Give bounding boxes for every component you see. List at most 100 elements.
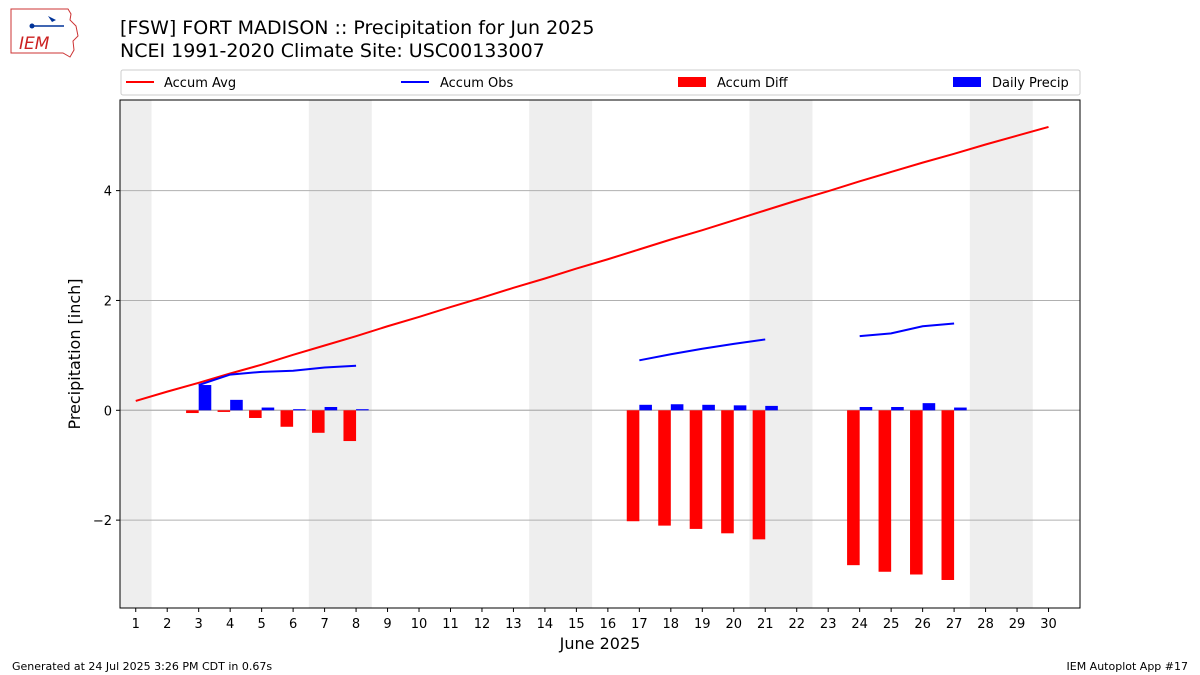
- x-axis: 1 2 3 4 5 6 7 8 9 10 11 12 13 14 15 16 17 18 19 20 21 22 23 24 2…: [132, 608, 1057, 632]
- weekend-bands: [120, 100, 1033, 608]
- legend-label-accum-avg: Accum Avg: [164, 76, 236, 91]
- x-tick-label: 9: [383, 617, 391, 632]
- x-tick-label: 28: [977, 617, 994, 632]
- daily-precip-bar: [922, 403, 936, 411]
- daily-precip-bar: [356, 409, 369, 411]
- y-axis: −2 0 2 4: [93, 185, 120, 529]
- accum-avg-line: [135, 125, 1049, 402]
- accum-diff-bar: [910, 410, 923, 575]
- plot-frame: [119, 99, 1081, 609]
- accum-lines: [135, 125, 1049, 402]
- daily-precip-bar: [261, 407, 275, 411]
- x-tick-label: 26: [914, 617, 931, 632]
- chart-title: [FSW] FORT MADISON :: Precipitation for …: [120, 17, 595, 39]
- accum-obs-line: [639, 338, 766, 362]
- weekend-band: [969, 100, 1033, 608]
- x-tick-label: 25: [883, 617, 900, 632]
- app-credit: IEM Autoplot App #17: [1066, 660, 1189, 673]
- weekend-band: [308, 100, 372, 608]
- x-tick-label: 20: [725, 617, 742, 632]
- x-axis-label: June 2025: [559, 634, 641, 653]
- x-tick-label: 7: [320, 617, 328, 632]
- daily-precip-bar: [293, 409, 306, 411]
- accum-obs-line: [859, 322, 955, 338]
- legend-swatch-daily-precip: [953, 77, 981, 87]
- accum-diff-bar: [689, 410, 703, 529]
- x-tick-label: 3: [195, 617, 203, 632]
- x-tick-label: 11: [442, 617, 459, 632]
- y-tick-label: 0: [104, 404, 112, 419]
- daily-precip-bar: [765, 405, 778, 411]
- x-tick-label: 1: [132, 617, 140, 632]
- y-axis-label: Precipitation [inch]: [65, 278, 84, 429]
- accum-diff-bar: [721, 410, 734, 534]
- daily-precip-bar: [639, 404, 652, 411]
- generated-timestamp: Generated at 24 Jul 2025 3:26 PM CDT in …: [12, 660, 273, 673]
- x-tick-label: 23: [820, 617, 837, 632]
- x-tick-label: 10: [411, 617, 428, 632]
- x-tick-label: 4: [226, 617, 234, 632]
- x-tick-label: 30: [1040, 617, 1057, 632]
- x-tick-label: 18: [663, 617, 680, 632]
- x-tick-label: 13: [505, 617, 522, 632]
- daily-precip-bar: [954, 407, 967, 411]
- accum-diff-bar: [280, 410, 294, 427]
- x-tick-label: 24: [851, 617, 868, 632]
- y-tick-label: −2: [93, 514, 112, 529]
- grid-lines: [120, 190, 1080, 521]
- iowa-outline-icon: [10, 8, 79, 58]
- daily-precip-bar: [891, 406, 904, 411]
- legend-label-daily-precip: Daily Precip: [992, 76, 1069, 91]
- x-tick-label: 6: [289, 617, 297, 632]
- legend-label-accum-obs: Accum Obs: [440, 76, 513, 91]
- x-tick-label: 15: [568, 617, 585, 632]
- x-tick-label: 29: [1009, 617, 1026, 632]
- legend-item-accum-obs: Accum Obs: [401, 76, 513, 91]
- x-tick-label: 21: [757, 617, 774, 632]
- accum-diff-bars: [186, 410, 955, 580]
- x-tick-label: 27: [946, 617, 963, 632]
- x-tick-label: 22: [788, 617, 805, 632]
- accum-diff-bar: [941, 410, 955, 580]
- legend: Accum Avg Accum Obs Accum Diff Daily Pre…: [120, 69, 1081, 96]
- x-tick-label: 16: [600, 617, 617, 632]
- daily-precip-bar: [859, 406, 873, 411]
- weekend-band: [529, 100, 593, 608]
- accum-diff-bar: [658, 410, 671, 526]
- sensor-dot-icon: [29, 23, 35, 29]
- legend-item-daily-precip: Daily Precip: [953, 76, 1069, 91]
- accum-diff-bar: [626, 410, 640, 522]
- weekend-band: [120, 100, 152, 608]
- accum-diff-bar: [878, 410, 892, 572]
- wind-vane-icon: [48, 16, 56, 22]
- daily-precip-bar: [733, 405, 747, 411]
- accum-diff-bar: [312, 410, 325, 433]
- x-tick-label: 5: [257, 617, 265, 632]
- legend-swatch-accum-diff: [678, 77, 706, 87]
- daily-precip-bar: [230, 399, 243, 411]
- y-tick-label: 2: [104, 294, 112, 309]
- logo-lettering: IEM: [19, 34, 50, 54]
- legend-item-accum-diff: Accum Diff: [678, 76, 789, 91]
- daily-precip-bar: [198, 385, 212, 411]
- legend-item-accum-avg: Accum Avg: [126, 76, 236, 91]
- accum-diff-bar: [217, 410, 231, 412]
- x-tick-label: 17: [631, 617, 648, 632]
- daily-precip-bar: [324, 406, 338, 411]
- daily-precip-bars: [198, 385, 967, 411]
- x-tick-label: 8: [352, 617, 360, 632]
- iem-logo: IEM: [10, 8, 79, 58]
- accum-diff-bar: [343, 410, 357, 442]
- x-tick-label: 12: [474, 617, 491, 632]
- chart-subtitle: NCEI 1991-2020 Climate Site: USC00133007: [120, 40, 545, 62]
- accum-diff-bar: [752, 410, 766, 540]
- accum-diff-bar: [847, 410, 860, 566]
- accum-diff-bar: [249, 410, 262, 418]
- y-tick-label: 4: [104, 185, 112, 200]
- daily-precip-bar: [670, 404, 684, 411]
- legend-label-accum-diff: Accum Diff: [717, 76, 789, 91]
- daily-precip-bar: [702, 404, 715, 411]
- x-tick-label: 19: [694, 617, 711, 632]
- x-tick-label: 14: [537, 617, 554, 632]
